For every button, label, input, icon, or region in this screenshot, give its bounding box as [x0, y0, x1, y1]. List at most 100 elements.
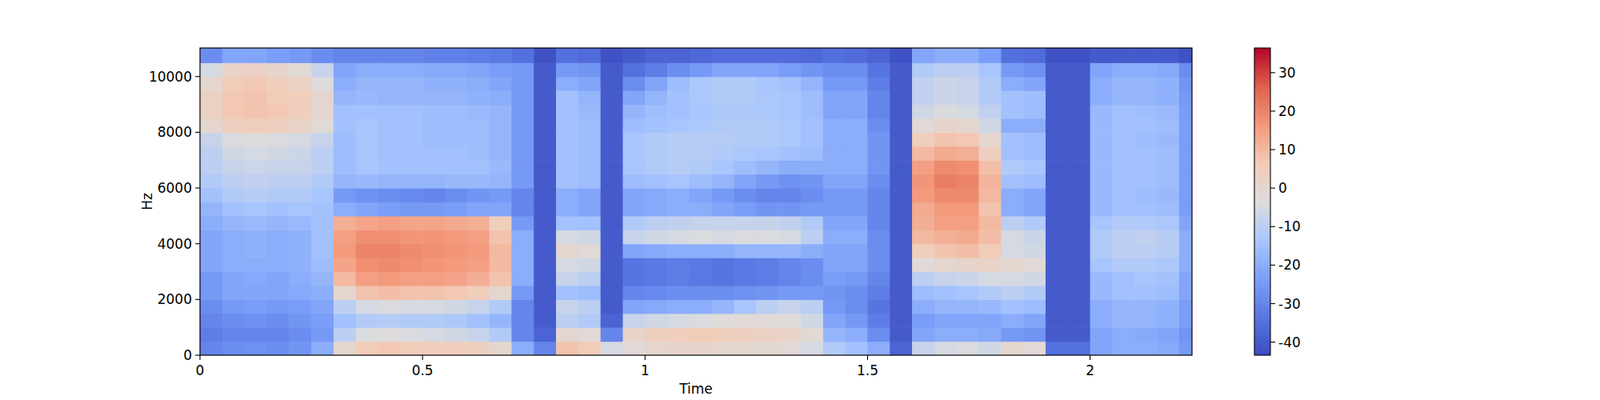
cell: [867, 299, 890, 314]
cell: [244, 244, 268, 259]
cell: [333, 104, 356, 120]
cell: [1045, 257, 1068, 272]
cell: [845, 174, 868, 189]
cell: [956, 327, 980, 342]
cell: [1045, 132, 1068, 147]
cell: [1134, 104, 1157, 120]
cell: [356, 299, 379, 314]
cell: [600, 299, 624, 314]
cell: [889, 90, 912, 105]
cell: [823, 174, 846, 189]
cell: [622, 272, 645, 287]
cell: [644, 229, 668, 244]
cell: [378, 201, 401, 216]
cell: [622, 146, 645, 161]
y-tick-label: 0: [183, 347, 192, 364]
cell: [1134, 257, 1157, 272]
cell: [244, 76, 268, 92]
cell: [222, 216, 245, 231]
cell: [467, 90, 490, 105]
cell: [422, 229, 445, 244]
cell: [644, 285, 668, 300]
cell: [867, 62, 890, 77]
cell: [1156, 216, 1180, 231]
cell: [378, 327, 401, 342]
cell: [600, 132, 624, 147]
cell: [578, 341, 601, 356]
cell: [734, 160, 757, 175]
cell: [823, 104, 846, 120]
cell: [756, 216, 779, 231]
cell: [266, 257, 289, 272]
cell: [1000, 285, 1024, 300]
cell: [288, 76, 312, 92]
cell: [1134, 327, 1157, 342]
cell: [333, 188, 356, 203]
cell: [1045, 62, 1068, 77]
cell: [1112, 188, 1135, 203]
cell: [689, 62, 712, 77]
cell: [867, 229, 890, 244]
cell: [244, 118, 268, 133]
cell: [823, 341, 846, 356]
cell: [1156, 160, 1180, 175]
cell: [356, 118, 379, 133]
cell: [1179, 229, 1192, 244]
cell: [1090, 201, 1113, 216]
cell: [1179, 132, 1192, 147]
cell: [778, 313, 801, 328]
cell: [444, 327, 468, 342]
cell: [600, 76, 624, 92]
cell: [800, 146, 824, 161]
cell: [734, 229, 757, 244]
cell: [778, 299, 801, 314]
cell: [1023, 201, 1046, 216]
cell: [845, 216, 868, 231]
cell: [533, 48, 556, 64]
cell: [845, 160, 868, 175]
cell: [266, 188, 289, 203]
cell: [1090, 146, 1113, 161]
cell: [1156, 62, 1180, 77]
cell: [712, 174, 735, 189]
cell: [1134, 188, 1157, 203]
cell: [378, 118, 401, 133]
cell: [800, 48, 824, 64]
cell: [1156, 257, 1180, 272]
cell: [378, 272, 401, 287]
cell: [756, 327, 779, 342]
cell: [912, 327, 935, 342]
cell: [266, 244, 289, 259]
cell: [756, 160, 779, 175]
cell: [356, 132, 379, 147]
cell: [667, 299, 690, 314]
cell: [912, 285, 935, 300]
cell: [244, 188, 268, 203]
cell: [200, 118, 223, 133]
cell: [311, 160, 334, 175]
cell: [845, 244, 868, 259]
cell: [934, 327, 957, 342]
cell: [778, 146, 801, 161]
cell: [378, 146, 401, 161]
cell: [1134, 146, 1157, 161]
cell: [333, 257, 356, 272]
cell: [244, 62, 268, 77]
cell: [956, 229, 980, 244]
cell: [1023, 216, 1046, 231]
x-tick: [199, 355, 200, 360]
cell: [1090, 104, 1113, 120]
cell: [1000, 272, 1024, 287]
cell: [1045, 272, 1068, 287]
cell: [979, 160, 1002, 175]
cell: [800, 229, 824, 244]
cell: [667, 257, 690, 272]
cell: [489, 62, 512, 77]
cell: [578, 118, 601, 133]
cell: [823, 299, 846, 314]
cell: [378, 216, 401, 231]
colorbar-tick-label: -30: [1278, 296, 1301, 312]
cell: [667, 90, 690, 105]
cell: [622, 132, 645, 147]
cell: [378, 313, 401, 328]
